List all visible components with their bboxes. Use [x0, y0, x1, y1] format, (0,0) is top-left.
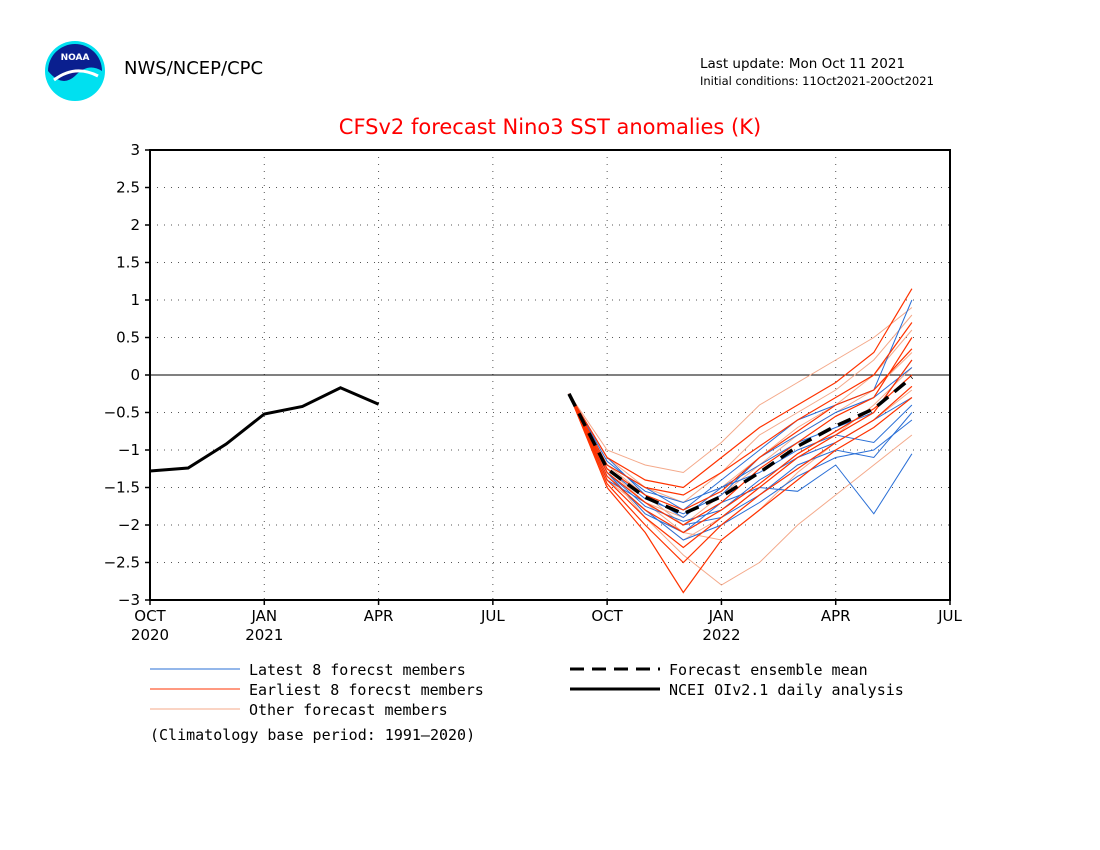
chart-title: CFSv2 forecast Nino3 SST anomalies (K): [339, 115, 761, 139]
legend-label: Latest 8 forecst members: [249, 661, 466, 679]
forecast-member-line: [568, 359, 913, 549]
forecast-member-line: [568, 348, 913, 511]
y-axis: −3 −2.5 −2 −1.5 −1 −0.5 0 0.5 1 1.5 2 2.5 3: [104, 141, 150, 609]
forecast-member-line: [568, 385, 913, 564]
forecast-member-line: [568, 307, 913, 474]
y-tick-label: 1.5: [116, 254, 140, 272]
initial-conditions: Initial conditions: 11Oct2021-20Oct2021: [700, 74, 934, 88]
y-tick-label: −2: [118, 516, 140, 534]
y-tick-label: −0.5: [104, 404, 140, 422]
legend-label: NCEI OIv2.1 daily analysis: [669, 681, 904, 699]
y-tick-label: 1: [130, 291, 140, 309]
forecast-member-line: [568, 367, 913, 515]
x-tick-label: APR: [821, 607, 851, 625]
x-tick-year: 2020: [131, 626, 169, 644]
x-tick-label: APR: [364, 607, 394, 625]
y-tick-label: −2.5: [104, 554, 140, 572]
y-tick-label: 2: [130, 216, 140, 234]
x-tick-label: JAN: [708, 607, 735, 625]
main-series: [149, 375, 914, 516]
x-tick-label: JUL: [480, 607, 505, 625]
forecast-member-line: [568, 337, 913, 526]
org-label: NWS/NCEP/CPC: [124, 58, 264, 79]
forecast-member-line: [568, 352, 913, 526]
x-tick-label: JUL: [937, 607, 962, 625]
y-tick-label: 3: [130, 141, 140, 159]
forecast-member-line: [568, 314, 913, 504]
x-tick-label: OCT: [591, 607, 623, 625]
y-tick-label: 0.5: [116, 329, 140, 347]
forecast-member-line: [568, 393, 913, 586]
last-update: Last update: Mon Oct 11 2021: [700, 56, 906, 72]
forecast-member-line: [568, 322, 913, 496]
forecast-member-line: [568, 374, 913, 534]
y-tick-label: −3: [118, 591, 140, 609]
y-tick-label: 2.5: [116, 179, 140, 197]
legend-label: Earliest 8 forecst members: [249, 681, 484, 699]
forecast-member-line: [568, 393, 913, 594]
y-tick-label: −1: [118, 441, 140, 459]
x-tick-label: JAN: [250, 607, 277, 625]
x-tick-year: 2022: [702, 626, 740, 644]
y-tick-label: −1.5: [104, 479, 140, 497]
forecast-members: [568, 288, 913, 594]
observed-line: [149, 386, 380, 473]
forecast-member-line: [568, 288, 913, 489]
legend-label: Other forecast members: [249, 701, 448, 719]
noaa-logo: NOAA: [45, 41, 105, 101]
logo-text: NOAA: [61, 53, 90, 63]
y-tick-label: 0: [130, 366, 140, 384]
legend-label: Forecast ensemble mean: [669, 661, 868, 679]
grid: [150, 150, 950, 600]
x-tick-label: OCT: [134, 607, 166, 625]
x-tick-year: 2021: [245, 626, 283, 644]
legend: Latest 8 forecst members Earliest 8 forec…: [150, 661, 904, 719]
climatology-note: (Climatology base period: 1991—2020): [150, 726, 475, 744]
